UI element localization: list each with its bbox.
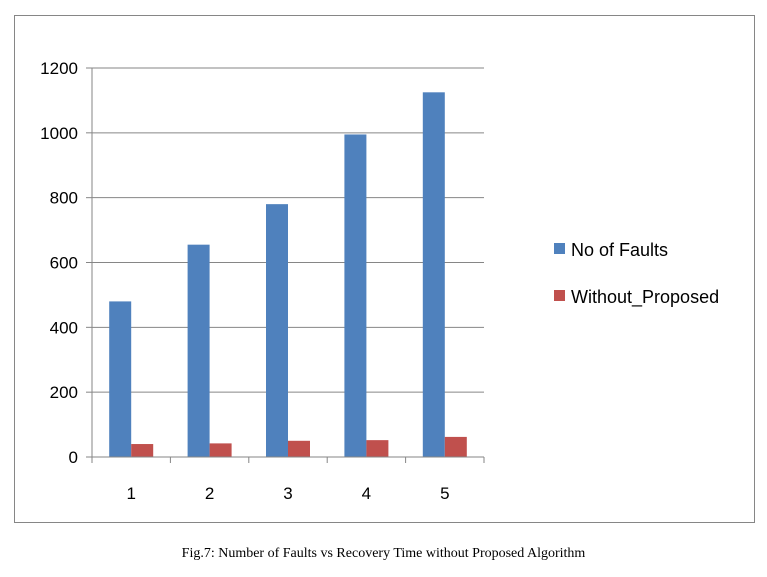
bar-without-proposed-3: [288, 440, 310, 457]
x-tick-label: 2: [205, 484, 214, 503]
axes: 0 200 400 600 800 1000 1200 1 2 3 4 5: [40, 59, 485, 503]
legend-label: Without_Proposed: [571, 287, 719, 308]
legend: No of Faults Without_Proposed: [554, 240, 719, 308]
bar-without-proposed-4: [366, 440, 389, 457]
legend-swatch: [554, 243, 565, 254]
x-tick-label: 4: [362, 484, 371, 503]
y-tick-label: 1200: [40, 59, 78, 78]
bars: [109, 92, 467, 457]
y-tick-label: 1000: [40, 124, 78, 143]
bar-no-of-faults-5: [422, 92, 445, 457]
chart-frame: [14, 15, 755, 523]
bar-no-of-faults-3: [266, 204, 288, 457]
bar-without-proposed-2: [209, 443, 232, 457]
bar-no-of-faults-1: [109, 301, 132, 457]
legend-label: No of Faults: [571, 240, 668, 260]
gridlines: [92, 67, 484, 393]
x-tick-label: 5: [440, 484, 449, 503]
figure-caption: Fig.7: Number of Faults vs Recovery Time…: [181, 546, 586, 561]
bar-no-of-faults-4: [344, 134, 367, 457]
y-tick-label: 600: [50, 254, 78, 273]
x-tick-label: 1: [126, 484, 135, 503]
y-tick-label: 200: [50, 383, 78, 402]
bar-no-of-faults-2: [187, 244, 210, 457]
y-tick-label: 400: [50, 318, 78, 337]
bar-without-proposed-5: [444, 436, 467, 457]
legend-swatch: [554, 290, 565, 301]
x-tick-label: 3: [283, 484, 292, 503]
bar-without-proposed-1: [131, 444, 154, 457]
y-tick-label: 0: [69, 448, 78, 467]
y-tick-label: 800: [50, 189, 78, 208]
